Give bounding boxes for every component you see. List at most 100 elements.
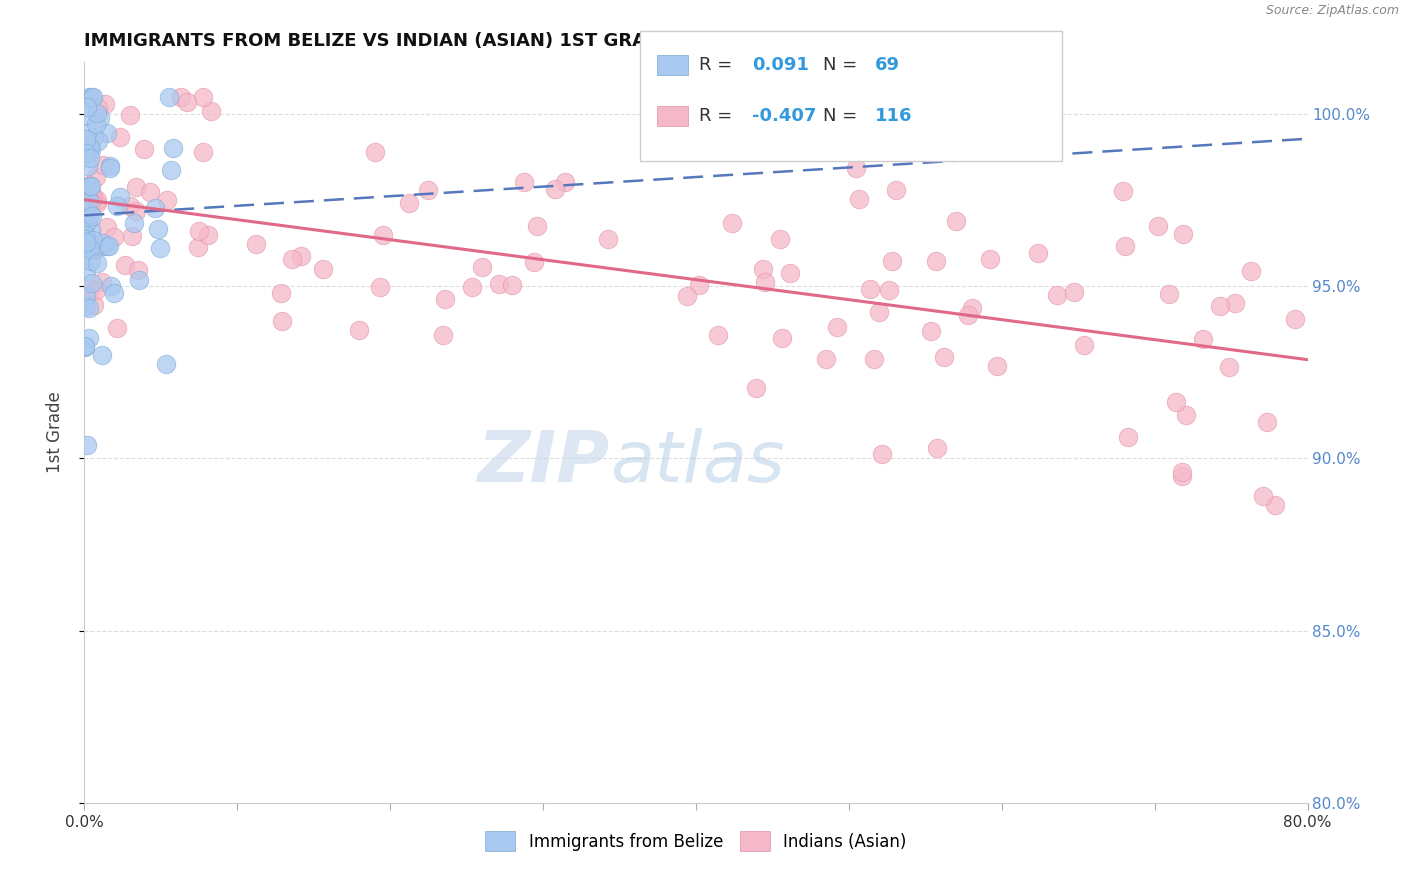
Point <box>754 275 776 289</box>
Point <box>371 228 394 243</box>
Text: N =: N = <box>823 56 862 74</box>
Point <box>122 216 145 230</box>
Text: Source: ZipAtlas.com: Source: ZipAtlas.com <box>1265 4 1399 18</box>
Point <box>80 254 103 268</box>
Point <box>770 331 793 345</box>
Point <box>77 301 100 316</box>
Point <box>86 195 108 210</box>
Point <box>848 192 870 206</box>
Point <box>75 182 97 196</box>
Point <box>73 109 96 123</box>
Point <box>1170 465 1192 479</box>
Point <box>105 199 128 213</box>
Point <box>80 223 103 237</box>
Point <box>75 263 97 277</box>
Point <box>501 277 523 292</box>
Point <box>870 447 893 461</box>
Text: -0.407: -0.407 <box>752 107 817 125</box>
Point <box>79 195 101 210</box>
Point <box>925 253 948 268</box>
Point <box>96 239 118 253</box>
Text: atlas: atlas <box>610 428 785 497</box>
Point <box>121 228 143 243</box>
Point <box>270 286 292 301</box>
Point <box>1114 238 1136 252</box>
Point <box>83 298 105 312</box>
Point <box>84 283 107 297</box>
Point <box>91 348 114 362</box>
Point <box>197 227 219 242</box>
Point <box>157 90 180 104</box>
Point <box>877 283 900 297</box>
Point <box>77 194 100 208</box>
Point <box>920 324 942 338</box>
Point <box>98 159 121 173</box>
Point <box>80 178 103 193</box>
Point <box>76 180 98 194</box>
Point <box>1073 338 1095 352</box>
Point <box>114 258 136 272</box>
Point <box>139 185 162 199</box>
Point <box>245 236 267 251</box>
Point <box>79 140 101 154</box>
Point <box>1218 359 1240 374</box>
Point <box>76 438 98 452</box>
Point <box>94 97 117 112</box>
Point <box>80 186 103 200</box>
Point <box>363 145 385 159</box>
Point <box>1173 227 1195 241</box>
Point <box>675 289 697 303</box>
Point <box>1174 408 1197 422</box>
Point <box>200 104 222 119</box>
Point <box>1171 468 1194 483</box>
Point <box>77 178 100 192</box>
Point <box>187 240 209 254</box>
Point <box>76 214 98 228</box>
Text: N =: N = <box>823 107 862 125</box>
Point <box>108 130 131 145</box>
Point <box>120 199 142 213</box>
Point <box>432 328 454 343</box>
Point <box>162 141 184 155</box>
Point <box>76 126 98 140</box>
Point <box>76 100 98 114</box>
Point <box>87 134 110 148</box>
Point <box>979 252 1001 267</box>
Point <box>89 111 111 125</box>
Point <box>868 305 890 319</box>
Point <box>103 285 125 300</box>
Point <box>77 159 100 173</box>
Point <box>75 184 97 198</box>
Point <box>83 243 105 257</box>
Point <box>932 350 955 364</box>
Point <box>73 228 96 243</box>
Point <box>75 289 97 303</box>
Point <box>80 143 103 157</box>
Point <box>73 339 96 353</box>
Point <box>191 90 214 104</box>
Point <box>280 252 302 266</box>
Point <box>125 203 148 218</box>
Point <box>544 182 567 196</box>
Point <box>962 301 984 316</box>
Point <box>1209 299 1232 313</box>
Point <box>312 261 335 276</box>
Point <box>1192 332 1215 346</box>
Point <box>73 232 96 246</box>
Point <box>146 222 169 236</box>
Point <box>1223 296 1246 310</box>
Point <box>159 162 181 177</box>
Point <box>79 243 101 257</box>
Point <box>744 381 766 395</box>
Point <box>103 229 125 244</box>
Point <box>91 235 114 250</box>
Point <box>471 260 494 275</box>
Point <box>925 442 948 456</box>
Point <box>79 207 101 221</box>
Point <box>76 244 98 258</box>
Point <box>91 275 114 289</box>
Point <box>80 276 103 290</box>
Point <box>884 183 907 197</box>
Point <box>1112 184 1135 198</box>
Point <box>80 90 103 104</box>
